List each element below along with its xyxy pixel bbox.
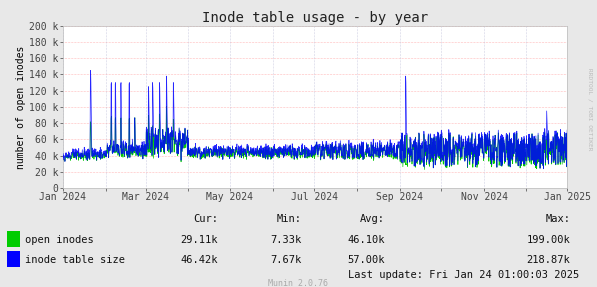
Text: 46.10k: 46.10k	[347, 234, 385, 245]
Text: Min:: Min:	[276, 214, 301, 224]
Text: inode table size: inode table size	[25, 255, 125, 265]
Title: Inode table usage - by year: Inode table usage - by year	[202, 11, 428, 25]
Text: Avg:: Avg:	[360, 214, 385, 224]
Text: 7.67k: 7.67k	[270, 255, 301, 265]
Text: Munin 2.0.76: Munin 2.0.76	[269, 279, 328, 287]
Text: 199.00k: 199.00k	[527, 234, 570, 245]
Y-axis label: number of open inodes: number of open inodes	[16, 45, 26, 168]
Text: 218.87k: 218.87k	[527, 255, 570, 265]
Text: 29.11k: 29.11k	[180, 234, 218, 245]
Text: Cur:: Cur:	[193, 214, 218, 224]
Text: Last update: Fri Jan 24 01:00:03 2025: Last update: Fri Jan 24 01:00:03 2025	[348, 270, 579, 280]
Text: RRDTOOL / TOBI OETIKER: RRDTOOL / TOBI OETIKER	[588, 68, 593, 150]
Text: 57.00k: 57.00k	[347, 255, 385, 265]
Text: 46.42k: 46.42k	[180, 255, 218, 265]
Text: open inodes: open inodes	[25, 234, 94, 245]
Text: Max:: Max:	[545, 214, 570, 224]
Text: 7.33k: 7.33k	[270, 234, 301, 245]
